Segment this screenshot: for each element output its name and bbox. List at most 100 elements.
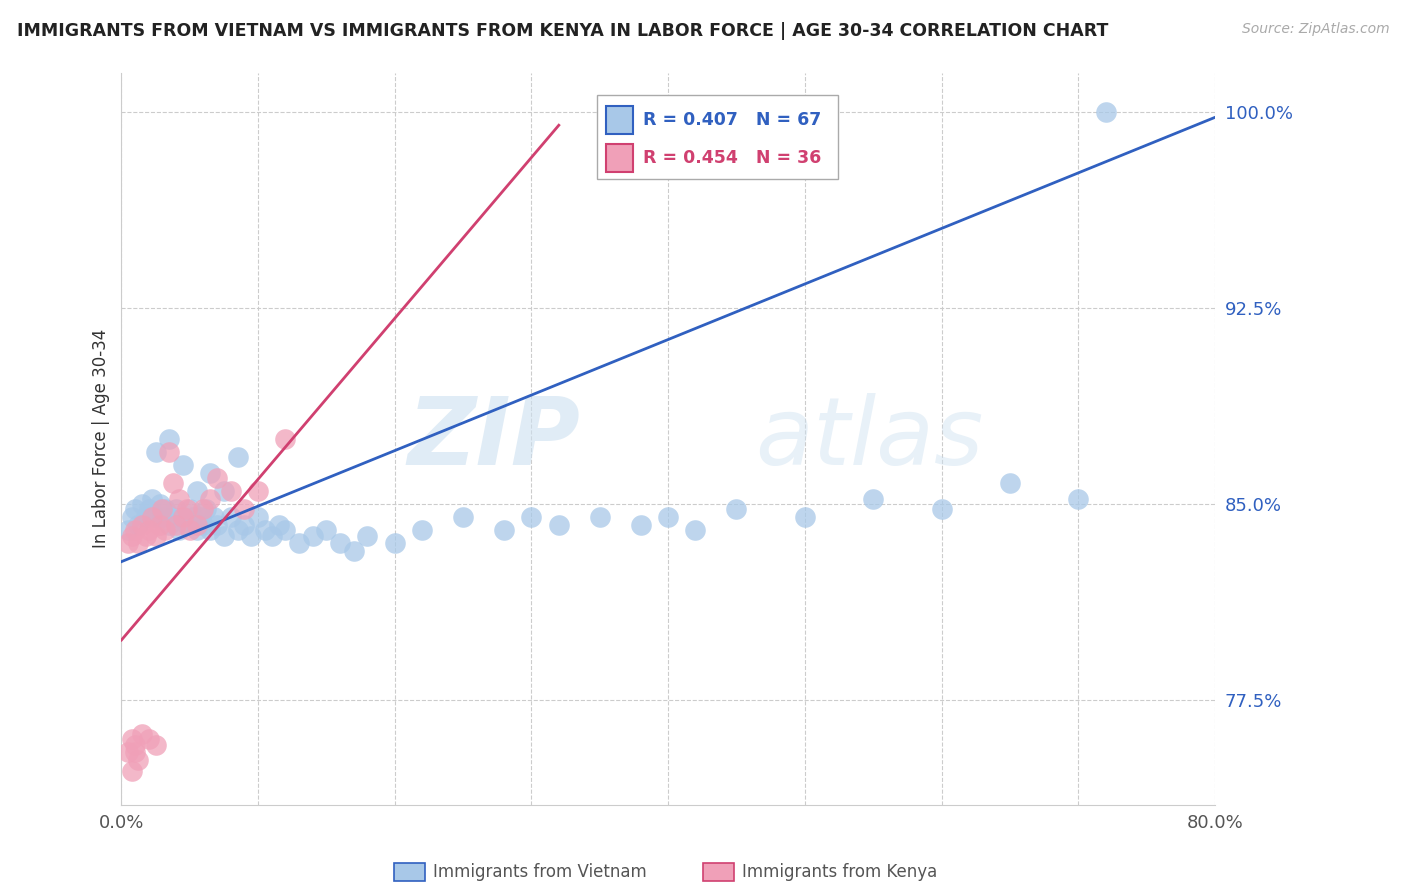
Point — [205, 471, 228, 485]
Point — [127, 753, 149, 767]
Text: atlas: atlas — [755, 393, 984, 484]
Point — [176, 502, 198, 516]
Point — [127, 536, 149, 550]
Point — [240, 528, 263, 542]
Point — [167, 523, 190, 537]
Text: ZIP: ZIP — [408, 392, 581, 485]
Point — [172, 458, 194, 472]
Point — [149, 497, 172, 511]
Point — [630, 518, 652, 533]
Point — [315, 523, 337, 537]
Point — [343, 544, 366, 558]
Point — [193, 502, 215, 516]
Point — [329, 536, 352, 550]
Point — [131, 497, 153, 511]
Point — [725, 502, 748, 516]
Text: IMMIGRANTS FROM VIETNAM VS IMMIGRANTS FROM KENYA IN LABOR FORCE | AGE 30-34 CORR: IMMIGRANTS FROM VIETNAM VS IMMIGRANTS FR… — [17, 22, 1108, 40]
Point — [138, 502, 160, 516]
Point — [190, 510, 212, 524]
Point — [260, 528, 283, 542]
Point — [288, 536, 311, 550]
Point — [141, 510, 163, 524]
Point — [153, 523, 176, 537]
Point — [186, 518, 208, 533]
Point — [165, 518, 187, 533]
Point — [411, 523, 433, 537]
Point — [494, 523, 516, 537]
Point — [131, 518, 153, 533]
Point — [138, 523, 160, 537]
Point — [145, 528, 167, 542]
Text: Source: ZipAtlas.com: Source: ZipAtlas.com — [1241, 22, 1389, 37]
Point — [274, 432, 297, 446]
Point — [179, 502, 201, 516]
Point — [301, 528, 323, 542]
Point — [117, 746, 139, 760]
Point — [219, 484, 242, 499]
Point — [167, 491, 190, 506]
Point — [226, 523, 249, 537]
Point — [131, 727, 153, 741]
Point — [145, 510, 167, 524]
Point — [200, 523, 222, 537]
Point — [124, 523, 146, 537]
Point — [589, 510, 612, 524]
Text: Immigrants from Vietnam: Immigrants from Vietnam — [433, 863, 647, 881]
Point — [193, 518, 215, 533]
Point — [253, 523, 276, 537]
Text: Immigrants from Kenya: Immigrants from Kenya — [742, 863, 938, 881]
Point — [145, 738, 167, 752]
Point — [141, 491, 163, 506]
Point — [931, 502, 953, 516]
Point — [152, 510, 174, 524]
Point — [998, 476, 1021, 491]
Point — [121, 528, 143, 542]
Point — [212, 528, 235, 542]
Point — [685, 523, 707, 537]
Point — [124, 738, 146, 752]
Point — [145, 445, 167, 459]
Point — [121, 764, 143, 778]
Point — [793, 510, 815, 524]
Point — [162, 476, 184, 491]
Point — [186, 484, 208, 499]
Point — [1067, 491, 1090, 506]
Point — [152, 502, 174, 516]
Point — [162, 510, 184, 524]
Point — [124, 746, 146, 760]
Point — [247, 510, 270, 524]
Point — [274, 523, 297, 537]
Point — [219, 510, 242, 524]
Point — [226, 450, 249, 464]
Point — [233, 518, 256, 533]
Point — [138, 732, 160, 747]
Point — [200, 491, 222, 506]
Point — [179, 523, 201, 537]
Point — [121, 732, 143, 747]
Point — [124, 502, 146, 516]
Text: R = 0.454   N = 36: R = 0.454 N = 36 — [643, 149, 821, 167]
Point — [157, 518, 180, 533]
Bar — [606, 144, 633, 172]
Point — [172, 510, 194, 524]
Point — [135, 510, 157, 524]
Text: R = 0.407   N = 67: R = 0.407 N = 67 — [643, 111, 821, 128]
Point — [127, 518, 149, 533]
Point — [165, 502, 187, 516]
Point — [451, 510, 474, 524]
Point — [202, 510, 225, 524]
Point — [547, 518, 569, 533]
Point — [195, 502, 218, 516]
Bar — [606, 106, 633, 134]
Point — [356, 528, 378, 542]
Point — [121, 510, 143, 524]
Point — [233, 502, 256, 516]
Point — [176, 518, 198, 533]
Point — [172, 510, 194, 524]
Point — [149, 518, 172, 533]
Point — [205, 518, 228, 533]
Point — [200, 466, 222, 480]
Point — [186, 523, 208, 537]
Point — [520, 510, 543, 524]
Point — [247, 484, 270, 499]
